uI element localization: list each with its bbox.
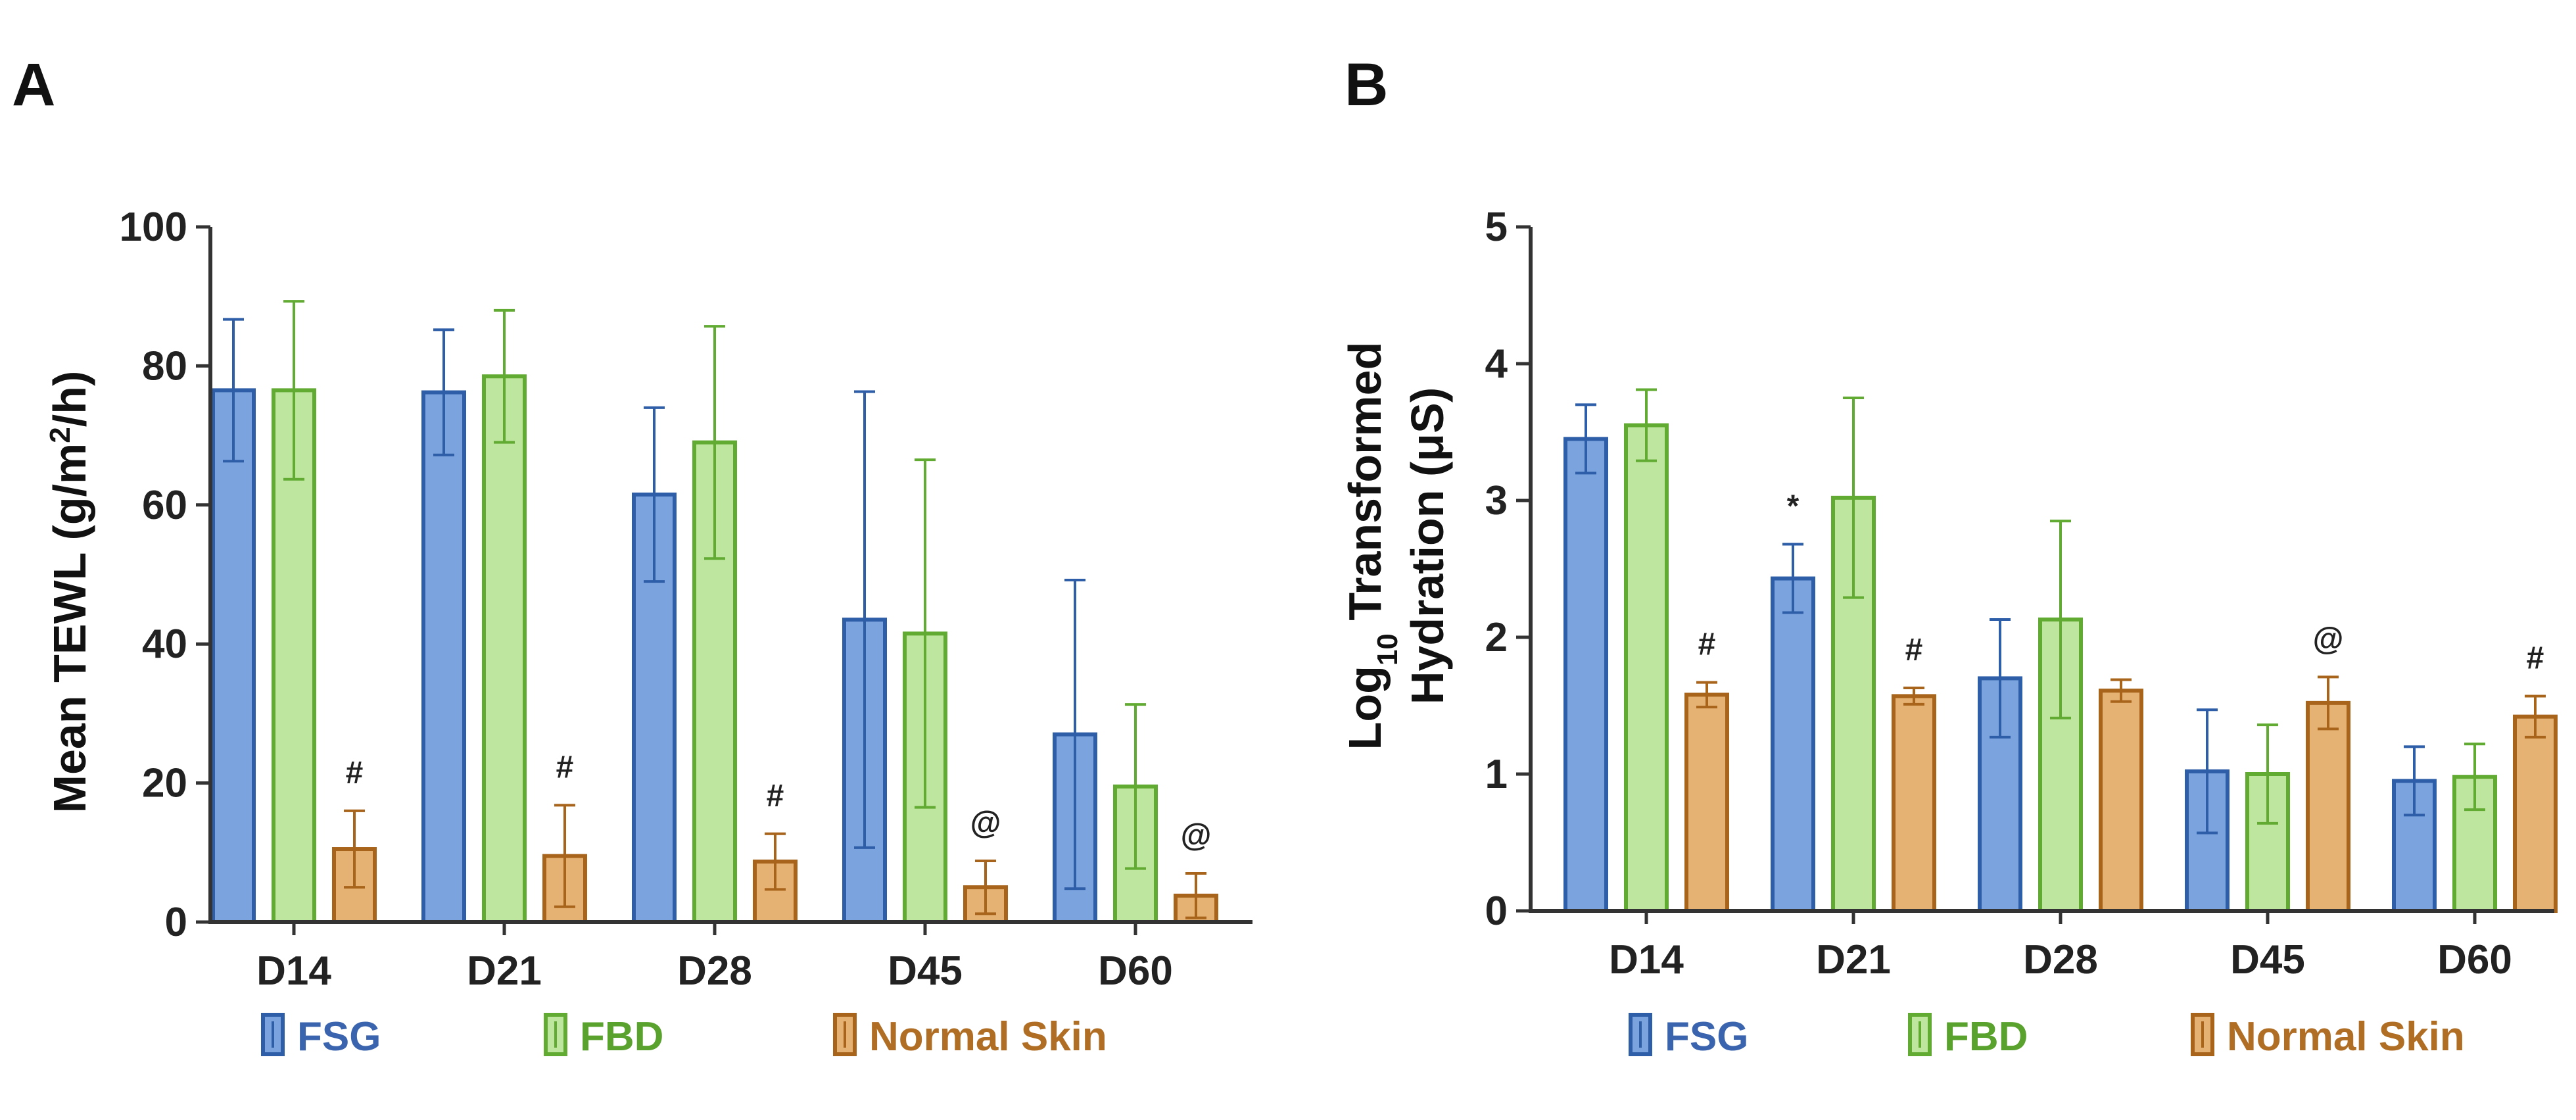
y-tick-label-a-40: 40: [142, 621, 187, 667]
x-tick-label-b-d45: D45: [2230, 937, 2305, 983]
annotation-a-1: #: [346, 756, 364, 791]
error-bar-a-normal-skin-d60: [1185, 872, 1206, 919]
bar-b-normal-skin-d21: [1892, 694, 1936, 913]
x-tick-label-b-d14: D14: [1609, 937, 1684, 983]
y-tick-label-a-20: 20: [142, 761, 187, 806]
x-tick-label-b-d60: D60: [2437, 937, 2512, 983]
error-bar-a-fsg-d14: [223, 318, 244, 463]
error-bar-a-normal-skin-d28: [765, 832, 786, 891]
y-axis-title-b-line2: Hydration (μS): [1402, 387, 1453, 704]
x-tick-label-b-d28: D28: [2023, 937, 2098, 983]
bar-b-normal-skin-d14: [1684, 693, 1729, 913]
legend-label-b-normal-skin: Normal Skin: [2227, 1014, 2465, 1059]
error-bar-a-fsg-d21: [433, 328, 454, 456]
y-tick-label-b-2: 2: [1485, 615, 1508, 660]
legend-swatch-b-fsg: [1629, 1013, 1652, 1056]
error-bar-b-normal-skin-d45: [2318, 675, 2339, 731]
error-bar-b-fsg-d45: [2197, 708, 2218, 835]
error-bar-a-fsg-d60: [1064, 578, 1085, 890]
error-bar-b-fsg-d60: [2404, 745, 2425, 817]
y-axis-title-b-line1: Log10 Transformed: [1339, 342, 1404, 750]
error-bar-b-fbd-d14: [1636, 388, 1657, 462]
chart-a: D14 D21 D28 D45 D60 # # # @ @0 20 40 60 80 100: [120, 205, 1252, 994]
y-tick-label-b-5: 5: [1485, 205, 1508, 250]
legend-label-b-fsg: FSG: [1665, 1014, 1748, 1059]
legend-label-a-normal-skin: Normal Skin: [869, 1014, 1107, 1059]
panel-label-b: B: [1345, 51, 1388, 118]
legend-b: FSG FBD Normal Skin: [1629, 1013, 2465, 1059]
x-tick-label-b-d21: D21: [1816, 937, 1891, 983]
bar-b-fbd-d14: [1624, 423, 1669, 913]
bar-a-fsg-d21: [421, 390, 466, 924]
error-bar-a-fbd-d45: [915, 458, 936, 809]
bar-a-fsg-d14: [211, 388, 256, 924]
legend-swatch-b-fbd: [1908, 1013, 1932, 1056]
annotation-a-5: @: [1181, 818, 1212, 853]
error-bar-a-normal-skin-d45: [975, 859, 996, 915]
y-tick-label-b-0: 0: [1485, 889, 1508, 934]
error-bar-a-fbd-d21: [494, 308, 515, 444]
legend-swatch-a-fbd: [544, 1013, 567, 1056]
annotation-a-4: @: [970, 806, 1001, 840]
annotation-a-2: #: [556, 750, 574, 785]
y-tick-label-a-100: 100: [120, 205, 187, 250]
y-tick-label-a-0: 0: [165, 900, 187, 945]
legend-label-a-fbd: FBD: [580, 1014, 663, 1059]
bar-b-fsg-d14: [1563, 437, 1608, 913]
x-tick-label-a-d21: D21: [467, 948, 542, 994]
chart-b: D14 D21 D28 D45 D60 # * # @ #0 1 2 3 4 5: [1485, 205, 2558, 983]
error-bar-b-normal-skin-d60: [2525, 694, 2546, 739]
x-tick-label-a-d14: D14: [256, 948, 331, 994]
error-bar-b-fsg-d14: [1575, 403, 1596, 475]
y-tick-label-b-1: 1: [1485, 752, 1508, 797]
legend-label-b-fbd: FBD: [1944, 1014, 2028, 1059]
bar-b-normal-skin-d28: [2099, 689, 2143, 913]
error-bar-a-fbd-d60: [1125, 703, 1146, 870]
y-tick-label-b-4: 4: [1485, 341, 1508, 387]
annotation-b-3: #: [1905, 633, 1923, 668]
error-bar-b-normal-skin-d28: [2111, 678, 2132, 703]
legend-swatch-a-normal-skin: [833, 1013, 857, 1056]
annotation-a-3: #: [767, 779, 784, 814]
error-bar-a-fsg-d45: [854, 390, 875, 849]
error-bar-a-fbd-d28: [704, 325, 725, 560]
error-bar-b-normal-skin-d14: [1696, 681, 1717, 709]
error-bar-b-fbd-d21: [1843, 397, 1864, 599]
error-bar-b-fsg-d21: [1782, 543, 1803, 614]
legend-swatch-b-normal-skin: [2191, 1013, 2214, 1056]
annotation-b-1: #: [1698, 627, 1716, 662]
panel-label-a: A: [12, 51, 55, 118]
bar-b-normal-skin-d45: [2306, 700, 2350, 913]
annotation-b-2: *: [1787, 489, 1800, 524]
x-tick-label-a-d45: D45: [888, 948, 963, 994]
error-bar-a-fbd-d14: [283, 300, 304, 481]
bar-a-fbd-d21: [482, 374, 527, 924]
error-bar-b-fbd-d28: [2050, 520, 2071, 719]
y-tick-label-a-80: 80: [142, 343, 187, 389]
legend-swatch-a-fsg: [261, 1013, 285, 1056]
y-tick-label-a-60: 60: [142, 483, 187, 528]
bar-b-normal-skin-d60: [2513, 714, 2558, 913]
error-bar-a-fsg-d28: [644, 406, 665, 583]
error-bar-b-fbd-d60: [2464, 743, 2485, 812]
error-bar-a-normal-skin-d14: [344, 809, 365, 889]
error-bar-b-fbd-d45: [2257, 723, 2278, 825]
error-bar-b-normal-skin-d21: [1903, 686, 1924, 706]
x-tick-label-a-d60: D60: [1098, 948, 1173, 994]
annotation-b-5: #: [2527, 641, 2544, 675]
error-bar-a-normal-skin-d21: [554, 804, 575, 908]
y-axis-title-a: Mean TEWL (g/m2/h): [44, 371, 96, 814]
error-bar-b-fsg-d28: [1990, 618, 2011, 739]
x-tick-label-a-d28: D28: [677, 948, 752, 994]
y-tick-label-b-3: 3: [1485, 478, 1508, 523]
legend-a: FSG FBD Normal Skin: [261, 1013, 1107, 1059]
legend-label-a-fsg: FSG: [297, 1014, 381, 1059]
bar-b-fsg-d21: [1771, 576, 1815, 913]
annotation-b-4: @: [2313, 621, 2344, 656]
